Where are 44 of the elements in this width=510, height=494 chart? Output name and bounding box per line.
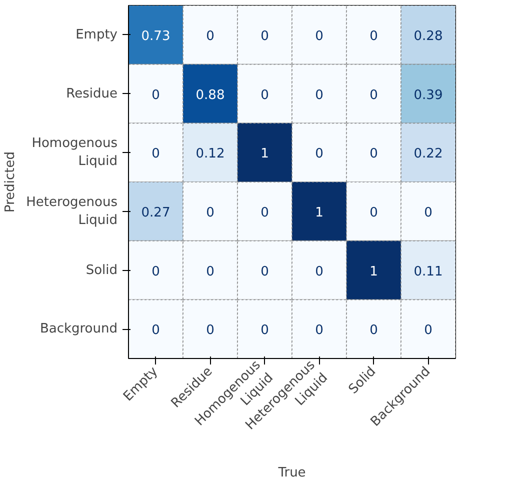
data-label: 0.12 [196, 146, 225, 162]
data-label: 0 [370, 205, 378, 220]
data-label: 0 [260, 264, 269, 280]
data-label: 0.39 [414, 88, 443, 103]
data-label: 0 [152, 323, 160, 338]
y-tick-label: Homogenous Liquid [32, 136, 118, 170]
data-label: 0 [315, 146, 324, 162]
data-label: 0.11 [414, 264, 443, 280]
data-label: 0 [424, 323, 432, 338]
data-label: 0 [370, 88, 378, 103]
x-axis-title: True [277, 465, 306, 480]
data-label: 0 [152, 264, 160, 280]
data-label: 0 [206, 264, 214, 280]
y-tick-label: Residue [66, 86, 118, 102]
data-label: 0 [206, 205, 214, 220]
data-label: 1 [260, 146, 269, 162]
y-axis-title: Predicted [3, 151, 18, 213]
data-label: 0 [260, 88, 269, 103]
data-label: 0 [370, 146, 378, 162]
data-label: 0 [152, 146, 160, 162]
data-label: 0 [315, 264, 324, 280]
y-tick-label: Solid [86, 262, 118, 278]
data-label: 0.28 [414, 28, 443, 44]
data-label: 0 [260, 28, 269, 44]
data-label: 0 [315, 88, 324, 103]
data-label: 0.27 [141, 205, 170, 220]
data-label: 0 [424, 205, 432, 220]
y-tick-label: Heterogenous Liquid [26, 194, 118, 228]
data-label: 0.22 [414, 146, 443, 162]
data-label: 0 [315, 28, 324, 44]
data-label: 0 [315, 323, 324, 338]
data-label: 0 [370, 323, 378, 338]
data-label: 0 [370, 28, 378, 44]
y-tick-label: Background [40, 322, 118, 337]
data-label: 0 [260, 205, 269, 220]
data-label: 0 [206, 28, 214, 44]
data-label: 0 [206, 323, 214, 338]
data-label: 1 [315, 205, 324, 220]
data-label: 0 [152, 88, 160, 103]
data-label: 0.88 [196, 88, 225, 103]
y-tick-label: Empty [76, 27, 118, 42]
data-label: 0.73 [141, 28, 170, 44]
data-label: 0 [260, 323, 269, 338]
data-label: 1 [370, 264, 378, 280]
